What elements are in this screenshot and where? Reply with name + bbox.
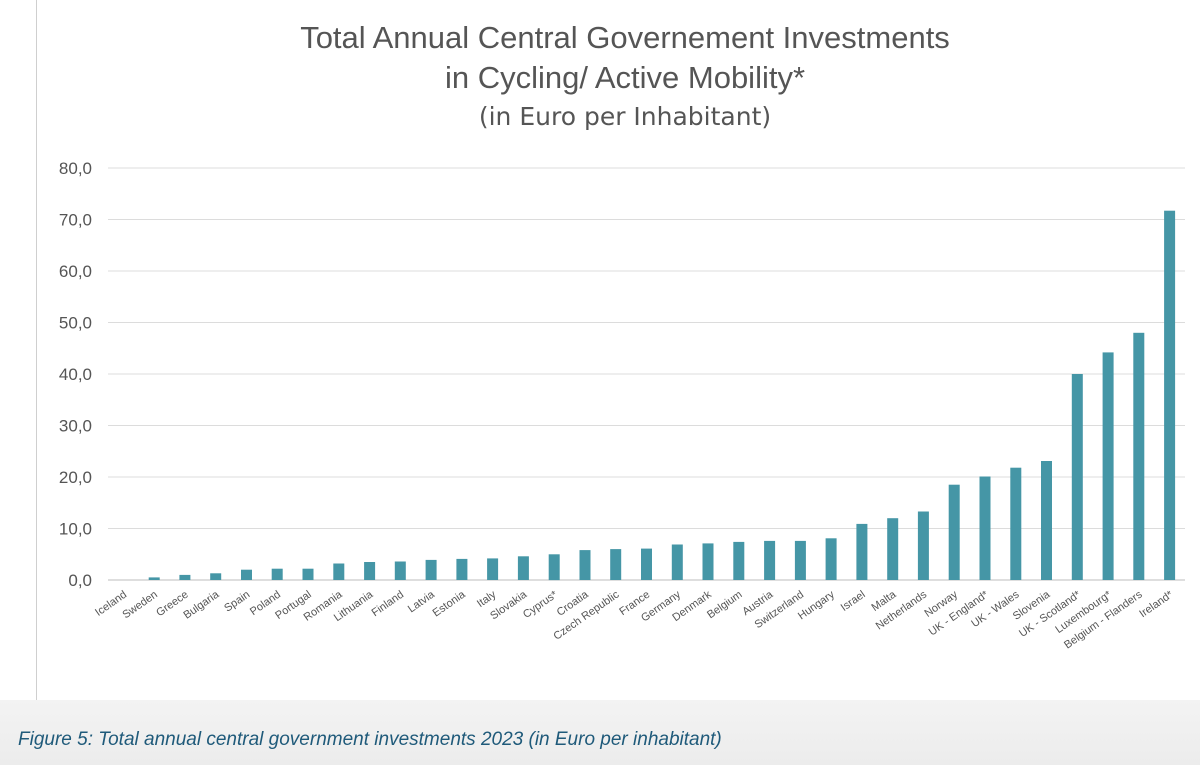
bar [487,558,499,580]
bar [1133,332,1145,580]
bar [917,511,929,580]
bar [579,550,591,580]
bar [394,561,406,580]
y-tick-label: 40,0 [59,365,92,384]
bar [641,548,652,580]
bar [241,569,252,580]
x-tick-label: Ireland* [1137,588,1176,620]
bar [979,476,991,580]
bar [517,556,529,580]
bar [1010,467,1022,580]
chart-title: Total Annual Central Governement Investm… [0,18,1200,136]
bar [1164,210,1176,580]
bar [333,563,345,580]
x-tick-label: Bulgaria [181,588,222,621]
bar [856,523,868,580]
bar [948,484,960,580]
bar [302,568,314,580]
bar [610,549,622,580]
x-tick-label: Spain [222,589,252,615]
y-tick-label: 10,0 [59,520,92,539]
y-tick-label: 80,0 [59,159,92,178]
x-tick-label: Cyprus* [521,588,561,621]
bar [456,558,468,580]
y-tick-label: 20,0 [59,468,92,487]
y-tick-label: 50,0 [59,314,92,333]
y-axis-ticks: 0,0 10,0 20,0 30,0 40,0 50,0 60,0 70,0 80,0 [59,159,92,590]
chart-title-line-1: Total Annual Central Governement Investm… [300,20,950,55]
bar [364,562,376,580]
y-tick-label: 30,0 [59,417,92,436]
bar-chart: 0,0 10,0 20,0 30,0 40,0 50,0 60,0 70,0 80,0 Icel… [59,159,1185,651]
bar [1041,461,1052,580]
page-footer [0,700,1200,765]
x-tick-label: Israel [839,589,868,614]
bar [271,568,283,580]
bar [794,540,806,580]
bar [1102,352,1114,580]
x-tick-label: Estonia [431,588,469,619]
chart-frame [36,0,1200,701]
x-tick-label: Belgium [705,589,744,622]
bar [210,573,222,580]
chart-title-line-2: in Cycling/ Active Mobility* [444,60,806,95]
bar [733,541,745,580]
bar [702,543,714,580]
x-tick-label: Sweden [120,589,159,622]
bar [548,554,560,581]
bar [148,577,160,580]
y-tick-label: 60,0 [59,262,92,281]
y-tick-label: 70,0 [59,211,92,230]
bar [425,559,437,580]
bar [825,538,837,580]
figure-caption: Figure 5: Total annual central governmen… [18,729,722,750]
x-tick-label: Finland [370,589,406,620]
y-tick-label: 0,0 [68,571,92,590]
bar [887,518,899,580]
chart-subtitle: (in Euro per Inhabitant) [478,102,772,131]
bar [764,540,776,580]
bar [1071,374,1083,580]
bar [179,574,191,580]
bars [148,210,1176,581]
gridlines [108,167,1185,581]
bar [671,544,683,580]
